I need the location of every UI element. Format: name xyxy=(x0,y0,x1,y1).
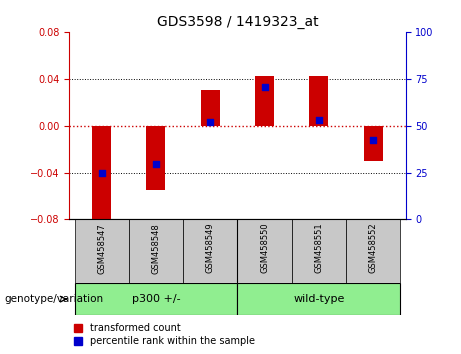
Text: GSM458550: GSM458550 xyxy=(260,223,269,274)
Point xyxy=(98,170,106,176)
Bar xyxy=(255,76,274,126)
Bar xyxy=(201,91,220,126)
Bar xyxy=(309,76,328,126)
Text: GSM458548: GSM458548 xyxy=(152,223,160,274)
Bar xyxy=(75,283,237,315)
Bar xyxy=(292,219,346,283)
Text: p300 +/-: p300 +/- xyxy=(132,294,180,304)
Bar xyxy=(147,126,165,190)
Point xyxy=(207,119,214,125)
Point xyxy=(152,161,160,167)
Text: wild-type: wild-type xyxy=(293,294,344,304)
Bar xyxy=(129,219,183,283)
Point xyxy=(261,84,268,90)
Bar xyxy=(183,219,237,283)
Text: GSM458552: GSM458552 xyxy=(369,223,378,274)
Point xyxy=(369,137,377,143)
Bar xyxy=(237,219,292,283)
Text: GSM458549: GSM458549 xyxy=(206,223,215,274)
Bar xyxy=(237,283,400,315)
Bar xyxy=(364,126,383,161)
Bar xyxy=(75,219,129,283)
Bar xyxy=(92,126,111,225)
Point xyxy=(315,117,323,122)
Text: GSM458547: GSM458547 xyxy=(97,223,106,274)
Text: GSM458551: GSM458551 xyxy=(314,223,323,274)
Legend: transformed count, percentile rank within the sample: transformed count, percentile rank withi… xyxy=(74,324,254,346)
Text: genotype/variation: genotype/variation xyxy=(5,294,104,304)
Bar xyxy=(346,219,400,283)
Title: GDS3598 / 1419323_at: GDS3598 / 1419323_at xyxy=(157,16,318,29)
